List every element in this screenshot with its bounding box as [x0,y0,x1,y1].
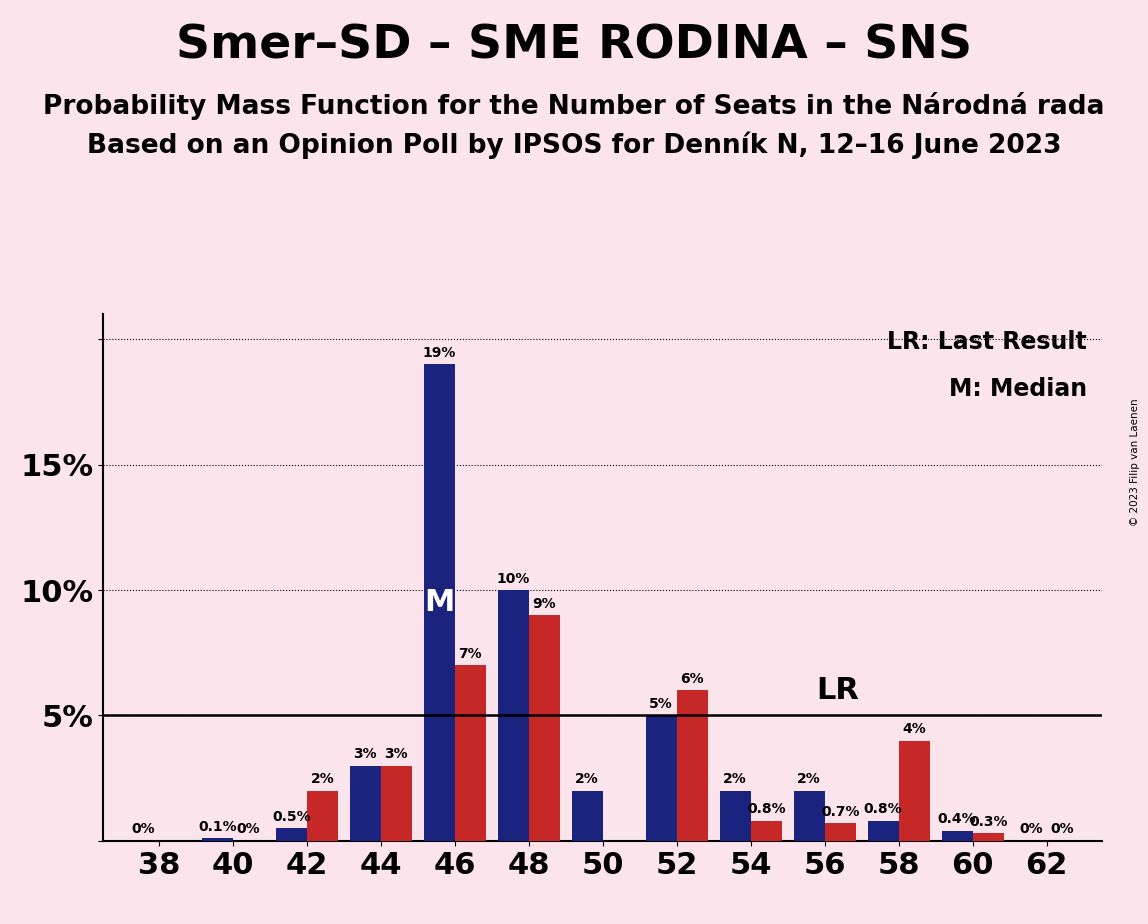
Text: 10%: 10% [496,572,530,586]
Text: Smer–SD – SME RODINA – SNS: Smer–SD – SME RODINA – SNS [176,23,972,68]
Bar [497,590,529,841]
Bar [424,364,455,841]
Text: LR: Last Result: LR: Last Result [887,330,1087,354]
Bar [972,833,1003,841]
Text: 19%: 19% [422,346,456,359]
Bar [645,715,676,841]
Text: 0.3%: 0.3% [969,815,1008,829]
Bar [751,821,782,841]
Text: 2%: 2% [797,772,821,786]
Text: 4%: 4% [902,722,926,736]
Text: 0%: 0% [1050,822,1073,836]
Text: 2%: 2% [310,772,334,786]
Text: © 2023 Filip van Laenen: © 2023 Filip van Laenen [1130,398,1140,526]
Text: Probability Mass Function for the Number of Seats in the Národná rada: Probability Mass Function for the Number… [44,92,1104,120]
Text: 0%: 0% [236,822,261,836]
Text: 0.8%: 0.8% [747,802,785,816]
Bar [793,791,824,841]
Text: 5%: 5% [650,697,673,711]
Text: 6%: 6% [681,672,704,686]
Bar [381,766,412,841]
Text: 0.1%: 0.1% [197,820,236,833]
Bar [572,791,603,841]
Text: M: Median: M: Median [949,377,1087,401]
Bar [529,615,560,841]
Bar [350,766,381,841]
Text: 2%: 2% [723,772,747,786]
Bar [899,740,930,841]
Text: 0.4%: 0.4% [938,812,977,826]
Text: LR: LR [816,676,860,705]
Text: 3%: 3% [385,748,408,761]
Text: 0.7%: 0.7% [821,805,860,819]
Text: 0%: 0% [1019,822,1042,836]
Text: 0.8%: 0.8% [863,802,902,816]
Text: M: M [424,588,455,617]
Bar [455,665,486,841]
Bar [676,690,708,841]
Bar [720,791,751,841]
Text: Based on an Opinion Poll by IPSOS for Denník N, 12–16 June 2023: Based on an Opinion Poll by IPSOS for De… [87,131,1061,159]
Bar [276,828,307,841]
Text: 0%: 0% [132,822,155,836]
Text: 2%: 2% [575,772,599,786]
Text: 3%: 3% [354,748,377,761]
Bar [824,823,855,841]
Text: 0.5%: 0.5% [272,809,311,824]
Bar [868,821,899,841]
Bar [307,791,338,841]
Text: 7%: 7% [458,647,482,661]
Bar [202,838,233,841]
Bar [941,831,972,841]
Text: 9%: 9% [533,597,556,611]
